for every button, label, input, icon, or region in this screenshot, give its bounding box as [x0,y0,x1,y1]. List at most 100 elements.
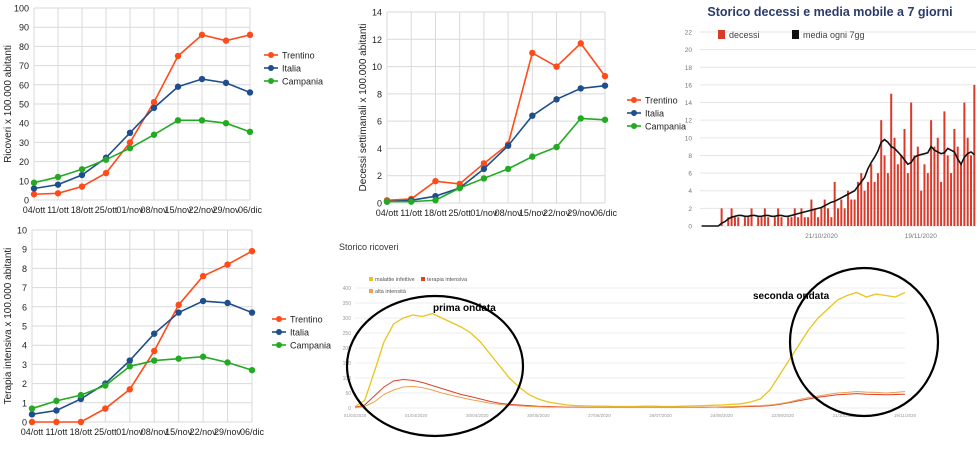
legend-marker-italia [276,329,282,335]
data-point-campania [248,366,256,374]
bar-decessi [926,173,929,226]
legend-marker-terapia-intensiva [421,277,425,281]
bar-decessi [803,217,806,226]
data-point-italia [577,85,584,92]
y-tick-label: 400 [343,286,352,292]
data-point-campania [53,397,60,405]
legend-label-alta-intensit: alta intensità [375,289,407,295]
x-tick-label: 06/dic [593,208,618,218]
series-line-italia [31,300,253,416]
y-tick-label: 18 [685,65,693,72]
data-point-campania [78,166,86,173]
y-tick-label: 10 [17,226,27,236]
data-point-trentino [199,272,207,280]
y-tick-label: 14 [372,8,382,18]
data-point-italia [222,79,230,87]
x-tick-label: 21/10/2020 [805,233,838,240]
legend-label-italia: Italia [645,109,664,119]
data-point-campania [199,353,207,360]
y-tick-label: 6 [22,302,27,312]
data-point-trentino [77,418,85,426]
bar-decessi [820,208,823,226]
y-tick-label: 3 [22,360,27,370]
series-line-malattie-infettive [354,291,906,408]
y-tick-label: 300 [343,316,352,322]
y-tick-label: 30 [19,138,29,148]
x-tick-label: 27/06/2020 [588,413,611,418]
data-point-campania [150,131,158,138]
y-tick-label: 2 [688,206,692,213]
data-point-italia [224,299,231,307]
x-tick-label: 30/05/2020 [527,413,550,418]
bar-decessi [866,181,869,226]
bar-decessi [903,129,906,226]
y-tick-label: 250 [343,331,352,337]
y-tick-label: 50 [19,100,29,110]
y-tick-label: 7 [22,283,27,293]
data-point-italia [126,357,133,364]
chart-decessi-settimanali-panel: 0 2 4 6 8 10 12 14 04/ott 11/ott 18/ott 25/ott 01/no… [355,0,686,225]
bar-decessi [837,208,839,226]
data-point-italia [126,129,134,136]
legend-marker-campania [631,123,637,129]
legend-label-terapia-intensiva: terapia intensiva [427,277,468,283]
x-tick-label: 11/ott [400,208,422,218]
legend-marker-alta-intensit [369,289,373,293]
data-point-italia [198,75,206,83]
x-tick-label: 22/nov [190,427,218,437]
x-tick-label: 15/nov [519,208,547,218]
data-point-italia [174,83,182,90]
bar-decessi [750,208,753,226]
bar-decessi [720,208,723,226]
data-point-campania [222,120,230,127]
x-tick-label: 04/ott [21,427,44,437]
x-tick-label: 29/nov [212,205,240,215]
y-tick-label: 0 [377,199,382,209]
bar-decessi [900,155,903,226]
y-tick-label: 60 [19,80,29,90]
bar-decessi [953,129,956,226]
data-point-italia [150,104,158,112]
bar-decessi [787,217,790,226]
bar-decessi [823,199,826,226]
x-tick-label: 25/ott [448,208,471,218]
y-axis-label: Decessi settimanali x 100.000 abitanti [358,24,369,192]
data-point-campania [77,391,85,399]
bar-decessi [773,217,776,226]
x-tick-label: 08/nov [141,427,169,437]
legend-marker-campania [276,342,282,348]
data-point-trentino [54,190,62,197]
bar-decessi [840,199,843,226]
bar-decessi [767,217,770,226]
y-tick-label: 9 [22,245,27,255]
legend-label-campania: Campania [290,341,331,351]
y-tick-label: 100 [343,376,352,382]
data-point-campania [408,198,415,205]
y-tick-label: 350 [343,301,352,307]
data-point-italia [553,96,560,103]
x-tick-label: 30/04/2020 [466,413,489,418]
x-tick-label: 04/ott [23,205,46,215]
bar-decessi [930,120,933,226]
chart-ricoveri: 0 10 20 30 40 50 60 70 80 90 100 04/ott 11/ott 18/ott… [3,4,323,216]
bar-decessi [743,217,746,226]
data-point-campania [126,363,133,370]
bar-decessi [780,217,783,226]
bar-decessi [833,181,836,226]
y-tick-label: 100 [14,4,29,14]
x-tick-label: 11/ott [47,205,69,215]
bar-decessi [863,190,866,226]
bar-decessi [933,146,936,226]
data-point-italia [78,171,86,179]
y-tick-label: 10 [372,62,382,72]
y-tick-label: 0 [688,224,692,231]
x-tick-label: 15/nov [165,427,193,437]
x-tick-label: 21/10/2020 [833,413,856,418]
bar-decessi [856,181,859,226]
legend-label-italia: Italia [290,328,309,338]
data-point-campania [198,117,206,124]
x-tick-label: 01/nov [116,427,144,437]
bar-decessi [886,173,889,226]
y-tick-label: 4 [22,341,27,351]
data-point-campania [383,198,391,205]
